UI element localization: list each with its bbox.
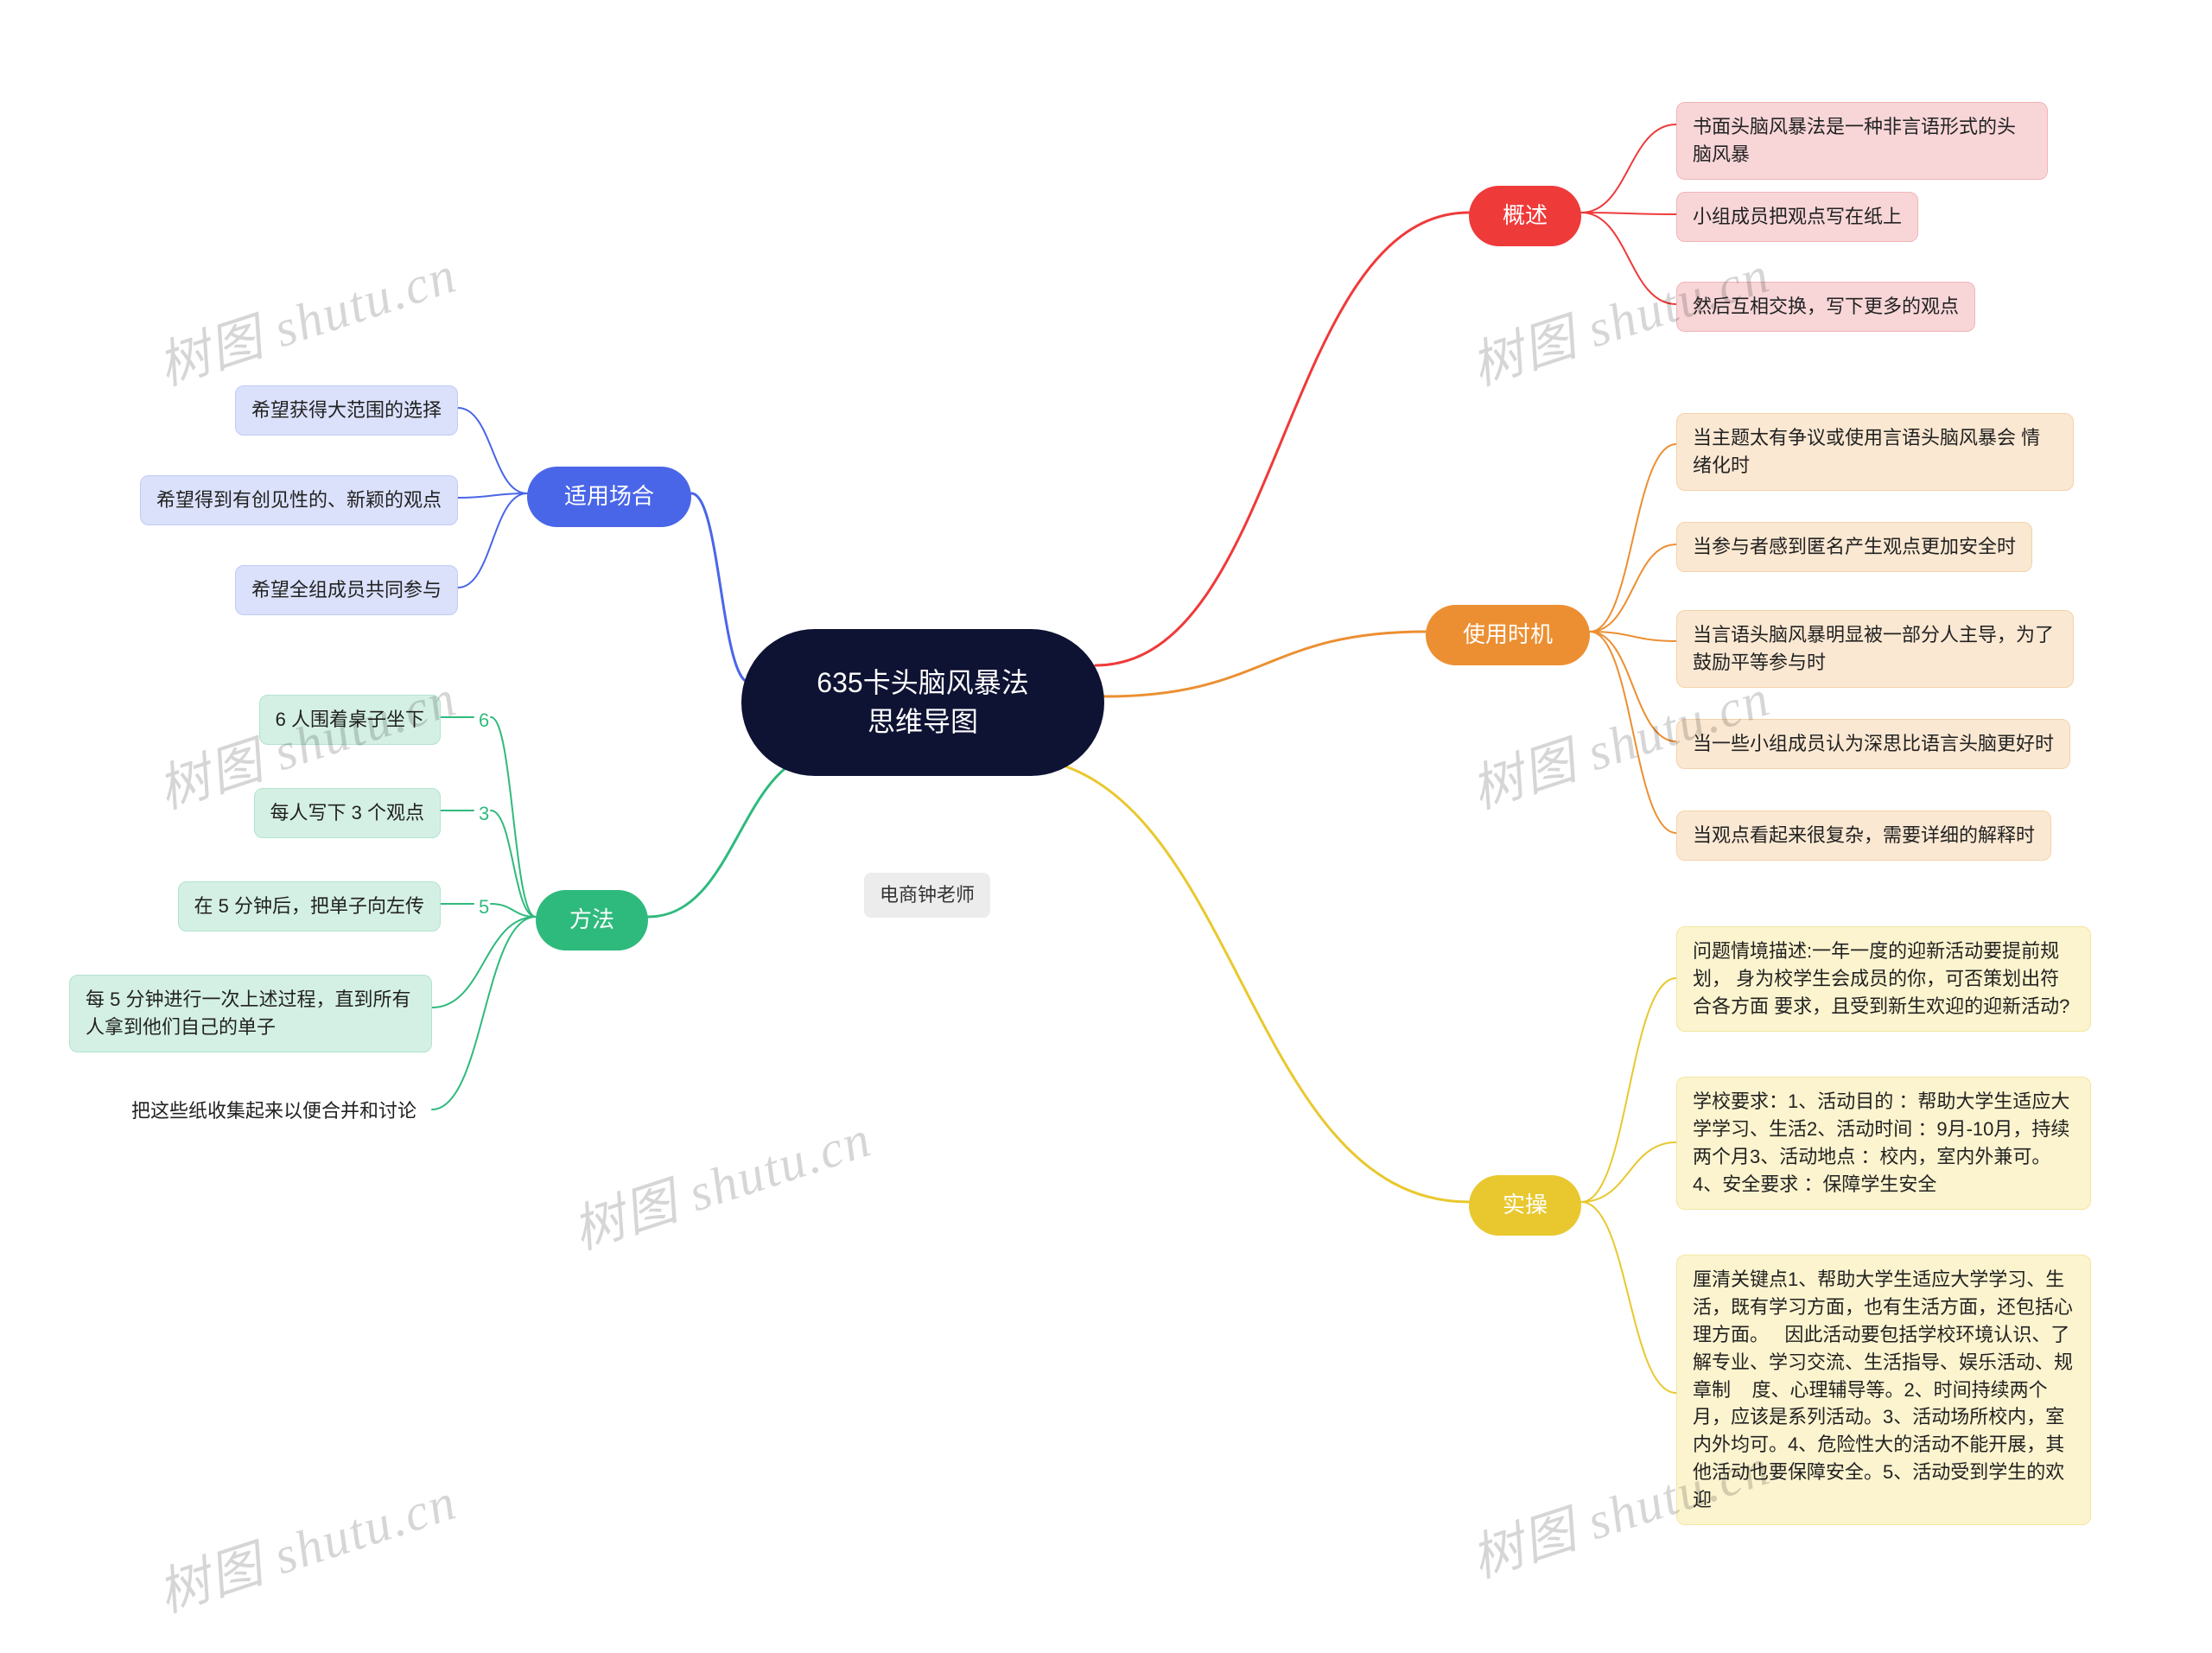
leaf-practice-0: 问题情境描述:一年一度的迎新活动要提前规划， 身为校学生会成员的你，可否策划出符… [1676, 926, 2091, 1032]
leaf-timing-2: 当言语头脑风暴明显被一部分人主导，为了鼓励平等参与时 [1676, 610, 2074, 688]
leaf-overview-1: 小组成员把观点写在纸上 [1676, 192, 1918, 242]
leaf-scene-1: 希望得到有创见性的、新颖的观点 [140, 475, 458, 525]
mid-method-0: 6 [475, 705, 493, 736]
leaf-timing-0: 当主题太有争议或使用言语头脑风暴会 情绪化时 [1676, 413, 2074, 491]
leaf-method-1: 每人写下 3 个观点 [254, 788, 441, 838]
branch-overview: 概述 [1469, 186, 1581, 246]
author-chip: 电商钟老师 [864, 873, 990, 918]
leaf-timing-4: 当观点看起来很复杂，需要详细的解释时 [1676, 811, 2051, 861]
leaf-scene-2: 希望全组成员共同参与 [235, 565, 458, 615]
leaf-overview-0: 书面头脑风暴法是一种非言语形式的头脑风暴 [1676, 102, 2048, 180]
leaf-practice-2: 厘清关键点1、帮助大学生适应大学学习、生活，既有学习方面，也有生活方面，还包括心… [1676, 1255, 2091, 1525]
mid-method-1: 3 [475, 798, 493, 830]
center-node: 635卡头脑风暴法 思维导图 [741, 629, 1104, 776]
leaf-method-0: 6 人围着桌子坐下 [259, 695, 441, 745]
mid-method-2: 5 [475, 892, 493, 923]
leaf-overview-2: 然后互相交换，写下更多的观点 [1676, 282, 1975, 332]
leaf-practice-1: 学校要求：1、活动目的 ：帮助大学生适应大学学习、生活2、活动时间 ：9月-10… [1676, 1077, 2091, 1210]
branch-practice: 实操 [1469, 1175, 1581, 1236]
leaf-method-4: 把这些纸收集起来以便合并和讨论 [116, 1087, 432, 1135]
leaf-scene-0: 希望获得大范围的选择 [235, 385, 458, 436]
branch-timing: 使用时机 [1426, 605, 1590, 665]
leaf-method-3: 每 5 分钟进行一次上述过程，直到所有人拿到他们自己的单子 [69, 975, 432, 1052]
branch-scene: 适用场合 [527, 467, 691, 527]
leaf-timing-1: 当参与者感到匿名产生观点更加安全时 [1676, 522, 2032, 572]
leaf-timing-3: 当一些小组成员认为深思比语言头脑更好时 [1676, 719, 2070, 769]
branch-method: 方法 [536, 890, 648, 950]
leaf-method-2: 在 5 分钟后，把单子向左传 [178, 881, 441, 931]
